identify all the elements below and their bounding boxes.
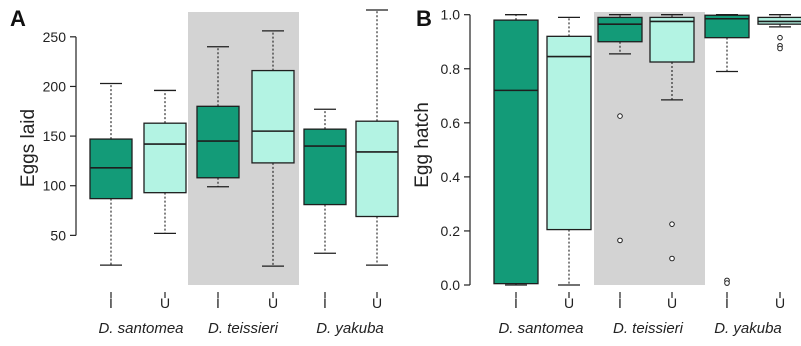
x-tick-label: U bbox=[667, 295, 677, 311]
outlier-point bbox=[777, 34, 783, 41]
box bbox=[143, 122, 187, 194]
boxplot-I bbox=[704, 14, 750, 286]
boxplot-U bbox=[355, 9, 399, 266]
boxplot-U bbox=[649, 14, 695, 262]
boxplots bbox=[493, 14, 801, 286]
boxplot-I bbox=[196, 46, 240, 188]
boxplot-U bbox=[546, 16, 592, 286]
box bbox=[196, 105, 240, 179]
species-label: D. santomea bbox=[498, 320, 583, 337]
boxplot-I bbox=[597, 14, 643, 244]
y-tick-label: 1.0 bbox=[441, 7, 461, 23]
box bbox=[597, 16, 643, 43]
outlier-point bbox=[617, 237, 623, 244]
x-tick-label: U bbox=[268, 295, 278, 311]
x-tick-label: I bbox=[323, 295, 327, 311]
box bbox=[251, 69, 295, 164]
boxplot-I bbox=[493, 14, 539, 286]
species-label: D. yakuba bbox=[714, 320, 782, 337]
y-tick-label: 0.8 bbox=[441, 61, 461, 77]
panel-a-chart: 50 100 150 200 250 I U I U I U D. santomea D. teis… bbox=[10, 6, 399, 337]
box bbox=[89, 138, 133, 200]
outlier-point bbox=[724, 280, 730, 286]
species-labels: D. santomea D. teissieri D. yakuba bbox=[498, 320, 781, 337]
y-tick-label: 0.4 bbox=[441, 169, 461, 185]
y-tick-label: 50 bbox=[50, 227, 66, 243]
outlier-point bbox=[617, 113, 623, 119]
x-tick-label: I bbox=[618, 295, 622, 311]
species-label: D. santomea bbox=[98, 320, 183, 337]
boxplot-U bbox=[143, 89, 187, 235]
species-label: D. yakuba bbox=[316, 320, 384, 337]
y-axis-ticks: 0.0 0.2 0.4 0.6 0.8 1.0 bbox=[441, 7, 470, 293]
species-label: D. teissieri bbox=[208, 320, 279, 337]
y-tick-label: 0.0 bbox=[441, 277, 461, 293]
boxplot-I bbox=[303, 108, 347, 254]
outlier-point bbox=[669, 221, 675, 227]
box bbox=[303, 128, 347, 206]
x-tick-label: U bbox=[372, 295, 382, 311]
species-labels: D. santomea D. teissieri D. yakuba bbox=[98, 320, 383, 337]
box bbox=[649, 16, 695, 63]
boxplot-I bbox=[89, 82, 133, 266]
x-tick-label: I bbox=[514, 295, 518, 311]
y-tick-label: 0.2 bbox=[441, 223, 461, 239]
box bbox=[546, 35, 592, 231]
box bbox=[355, 120, 399, 218]
x-tick-label: U bbox=[775, 295, 785, 311]
box bbox=[704, 14, 750, 39]
panel-letter: A bbox=[10, 6, 26, 31]
y-axis-title: Eggs laid bbox=[18, 109, 39, 187]
box bbox=[493, 19, 539, 285]
species-label: D. teissieri bbox=[613, 320, 684, 337]
outlier-point bbox=[777, 45, 783, 52]
boxplots bbox=[89, 9, 399, 267]
x-tick-label: U bbox=[564, 295, 574, 311]
x-tick-label: I bbox=[216, 295, 220, 311]
y-tick-label: 150 bbox=[43, 128, 67, 144]
x-tick-label: I bbox=[109, 295, 113, 311]
y-tick-label: 250 bbox=[43, 29, 67, 45]
y-axis-title: Egg hatch bbox=[412, 102, 433, 188]
boxplot-U bbox=[757, 14, 801, 52]
y-tick-label: 0.6 bbox=[441, 115, 461, 131]
x-tick-label: I bbox=[725, 295, 729, 311]
panel-letter: B bbox=[416, 6, 432, 31]
x-tick-label: U bbox=[160, 295, 170, 311]
outlier-point bbox=[669, 255, 675, 262]
y-axis-ticks: 50 100 150 200 250 bbox=[43, 29, 76, 243]
y-tick-label: 100 bbox=[43, 178, 67, 194]
boxplot-U bbox=[251, 30, 295, 267]
y-tick-label: 200 bbox=[43, 78, 67, 94]
